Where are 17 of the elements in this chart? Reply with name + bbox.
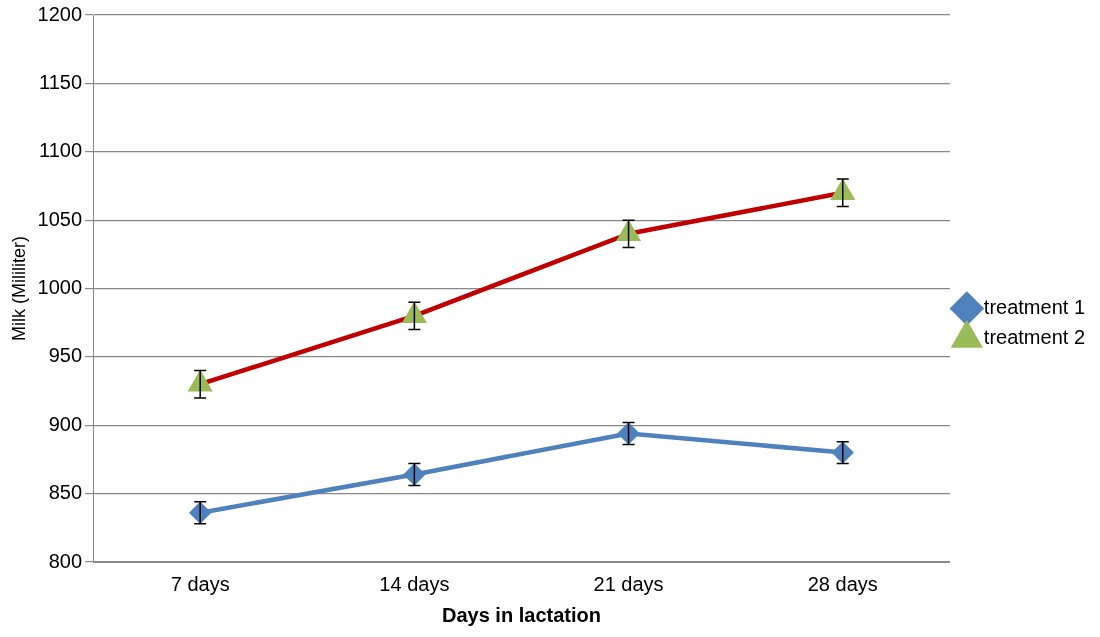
y-tick-label: 850	[48, 481, 83, 504]
y-tick-label: 900	[48, 412, 83, 435]
x-tick-label: 28 days	[807, 572, 878, 595]
x-axis-title: Days in lactation	[442, 603, 601, 626]
y-tick-label: 1150	[39, 70, 83, 93]
y-tick-label: 950	[48, 344, 83, 367]
y-tick-label: 1200	[37, 2, 83, 25]
y-tick-label: 800	[48, 549, 83, 572]
x-tick-label: 21 days	[593, 572, 664, 595]
x-tick-label: 14 days	[379, 572, 450, 595]
legend-label: treatment 1	[983, 296, 1086, 319]
y-axis-title: Milk (Mililiter)	[8, 236, 29, 341]
x-tick-label: 7 days	[170, 572, 230, 595]
y-tick-label: 1050	[37, 207, 83, 230]
legend-label: treatment 2	[983, 326, 1086, 349]
y-tick-label: 1000	[37, 276, 83, 299]
y-tick-label: 1100	[39, 139, 83, 162]
